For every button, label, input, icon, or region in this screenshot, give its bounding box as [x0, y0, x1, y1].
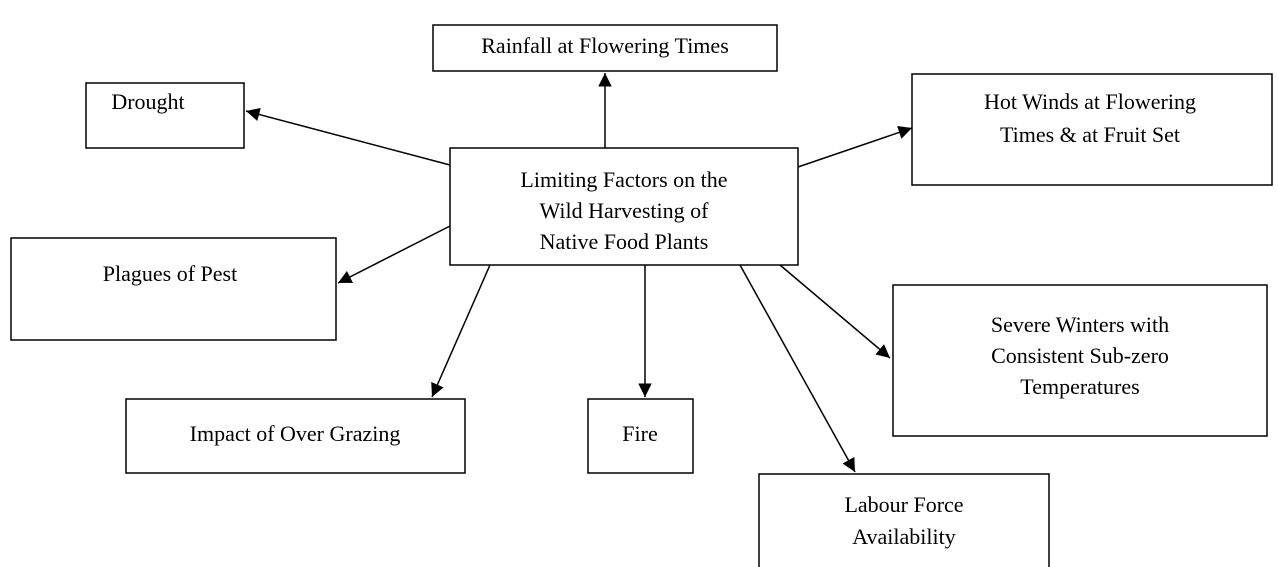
- nodes: Limiting Factors on the Wild Harvesting …: [10, 24, 1273, 567]
- center-box: [449, 147, 799, 266]
- node-box: [587, 398, 694, 474]
- node-text: Rainfall at Flowering Times: [481, 33, 729, 58]
- node-box: [10, 237, 337, 341]
- node-text: Plagues of Pest: [103, 261, 237, 286]
- node-text: Temperatures: [1020, 374, 1139, 399]
- node-box: [911, 73, 1273, 186]
- node-box: [85, 82, 245, 149]
- node-box: [758, 473, 1050, 567]
- node-box: [432, 24, 778, 72]
- arrows: [245, 73, 913, 473]
- node-text: Drought: [111, 89, 184, 114]
- arrow: [431, 264, 491, 398]
- node-text: Fire: [622, 421, 657, 446]
- node-text: Times & at Fruit Set: [1000, 122, 1180, 147]
- node-text: Availability: [852, 524, 955, 549]
- node-box: [892, 284, 1268, 437]
- node-text: Consistent Sub-zero: [991, 343, 1169, 368]
- arrow: [245, 107, 451, 166]
- node-text: Wild Harvesting of: [540, 198, 710, 223]
- arrow: [779, 264, 891, 359]
- node-text: Severe Winters with: [991, 312, 1169, 337]
- arrow: [337, 225, 451, 284]
- node-text: Impact of Over Grazing: [190, 421, 401, 446]
- node-text: Labour Force: [844, 492, 963, 517]
- arrow: [797, 125, 913, 168]
- node-box: [125, 398, 466, 474]
- arrow: [739, 264, 856, 473]
- node-text: Hot Winds at Flowering: [984, 89, 1196, 114]
- node-text: Limiting Factors on the: [520, 167, 727, 192]
- node-text: Native Food Plants: [540, 229, 709, 254]
